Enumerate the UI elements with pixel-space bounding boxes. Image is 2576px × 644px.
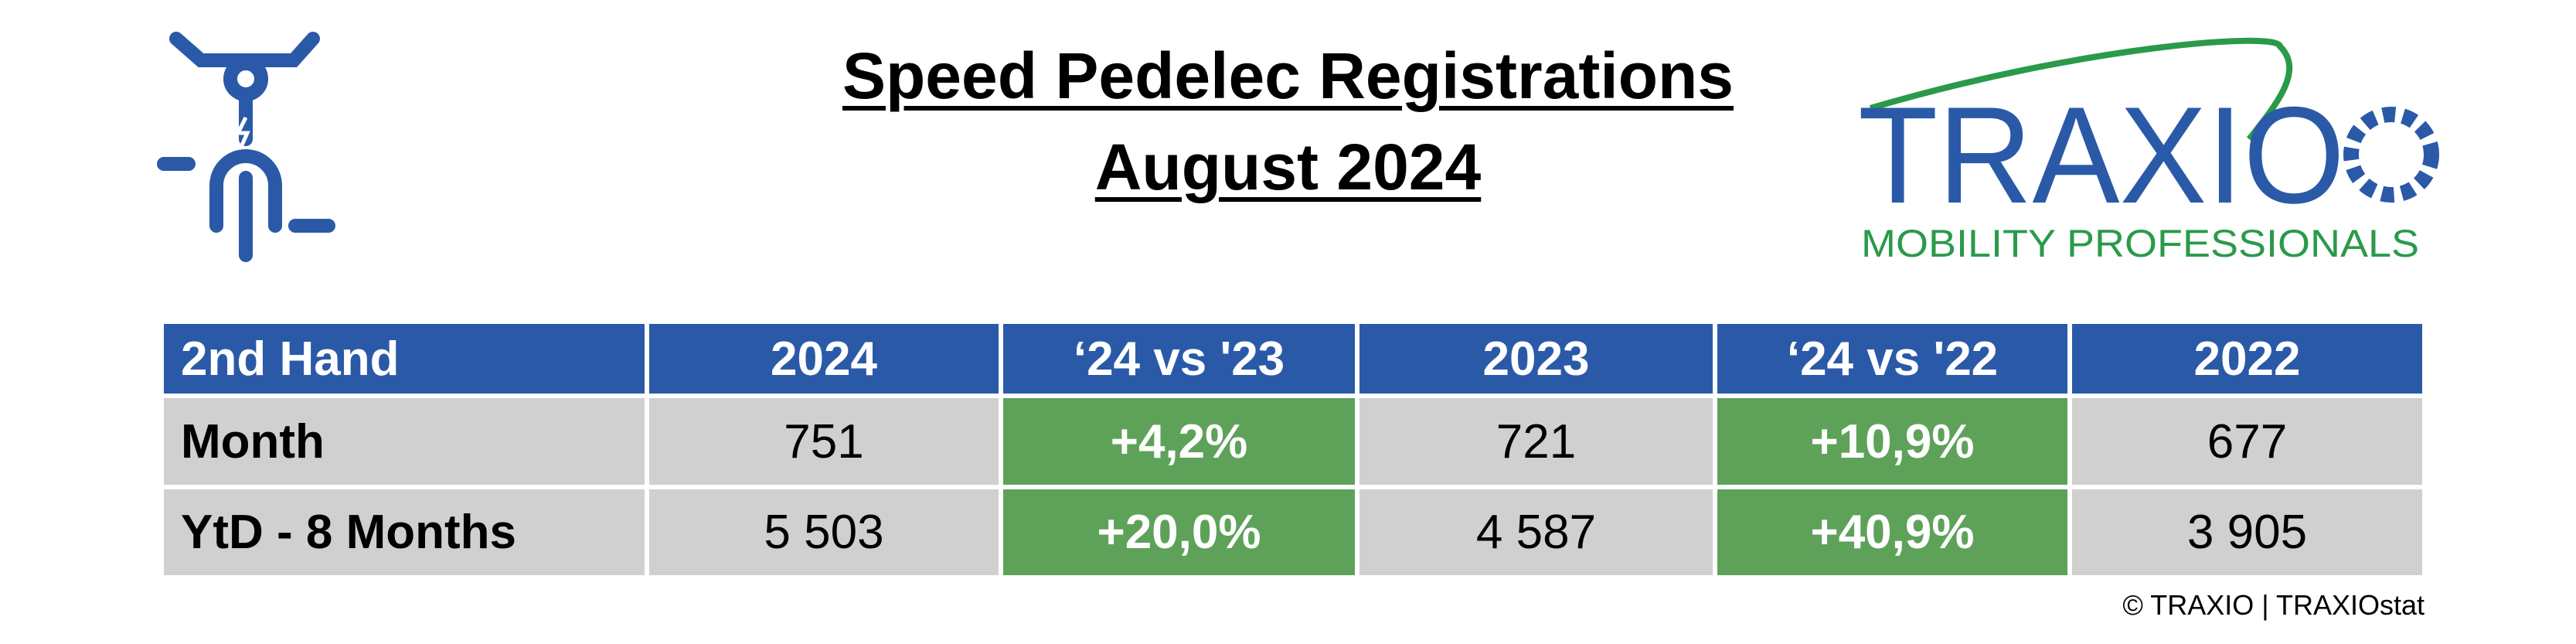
table-cell: 677 bbox=[2070, 396, 2425, 487]
table-cell: 751 bbox=[647, 396, 1001, 487]
header-cell: ‘24 vs '23 bbox=[1001, 322, 1357, 396]
header-cell: 2022 bbox=[2070, 322, 2425, 396]
header-cell: ‘24 vs '22 bbox=[1715, 322, 2070, 396]
table-cell: +20,0% bbox=[1001, 487, 1357, 578]
table-cell: 5 503 bbox=[647, 487, 1001, 578]
header-cell: 2024 bbox=[647, 322, 1001, 396]
table-cell: +40,9% bbox=[1715, 487, 2070, 578]
header-cell: 2nd Hand bbox=[162, 322, 647, 396]
table-cell: +4,2% bbox=[1001, 396, 1357, 487]
table-cell: 721 bbox=[1357, 396, 1715, 487]
logo-tagline: MOBILITY PROFESSIONALS bbox=[1861, 222, 2419, 265]
table-cell: 4 587 bbox=[1357, 487, 1715, 578]
logo-name: TRAXIO bbox=[1858, 78, 2345, 232]
row-label: Month bbox=[162, 396, 647, 487]
traxio-logo: TRAXIO MOBILITY PROFESSIONALS bbox=[1858, 37, 2439, 265]
table-cell: +10,9% bbox=[1715, 396, 2070, 487]
subtitle: August 2024 bbox=[1094, 131, 1482, 203]
title: Speed Pedelec Registrations bbox=[842, 39, 1734, 112]
header-cell: 2023 bbox=[1357, 322, 1715, 396]
table-cell: 3 905 bbox=[2070, 487, 2425, 578]
row-label: YtD - 8 Months bbox=[162, 487, 647, 578]
pedelec-icon bbox=[157, 32, 335, 262]
footer: © TRAXIO | TRAXIOstat bbox=[2122, 589, 2425, 621]
